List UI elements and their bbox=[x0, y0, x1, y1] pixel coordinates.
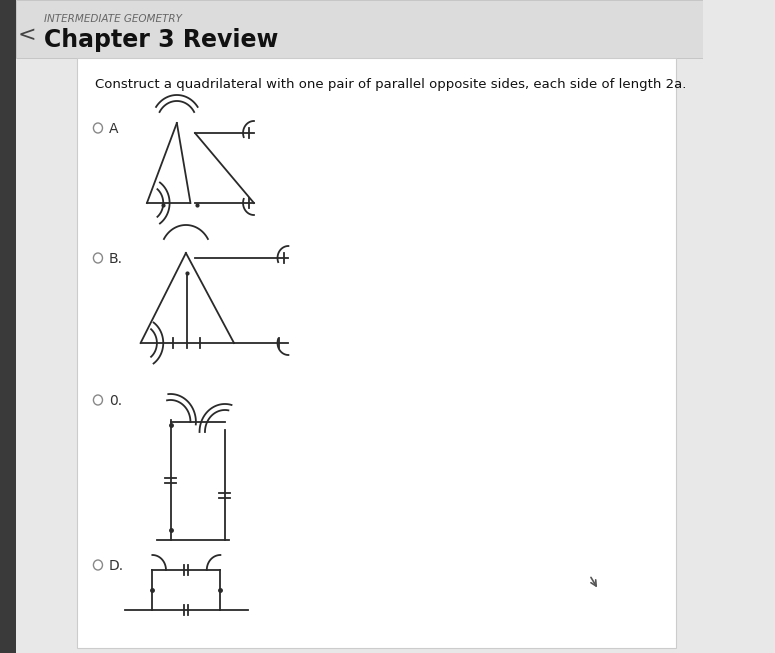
Text: A: A bbox=[109, 122, 119, 136]
Text: <: < bbox=[18, 25, 36, 45]
Text: D.: D. bbox=[109, 559, 124, 573]
Text: Chapter 3 Review: Chapter 3 Review bbox=[43, 28, 278, 52]
Bar bbox=[77, 58, 676, 648]
Text: Construct a quadrilateral with one pair of parallel opposite sides, each side of: Construct a quadrilateral with one pair … bbox=[95, 78, 687, 91]
Text: INTERMEDIATE GEOMETRY: INTERMEDIATE GEOMETRY bbox=[43, 14, 181, 24]
Bar bbox=[0, 0, 16, 653]
Text: B.: B. bbox=[109, 252, 122, 266]
Text: 0.: 0. bbox=[109, 394, 122, 408]
Bar bbox=[16, 0, 703, 58]
